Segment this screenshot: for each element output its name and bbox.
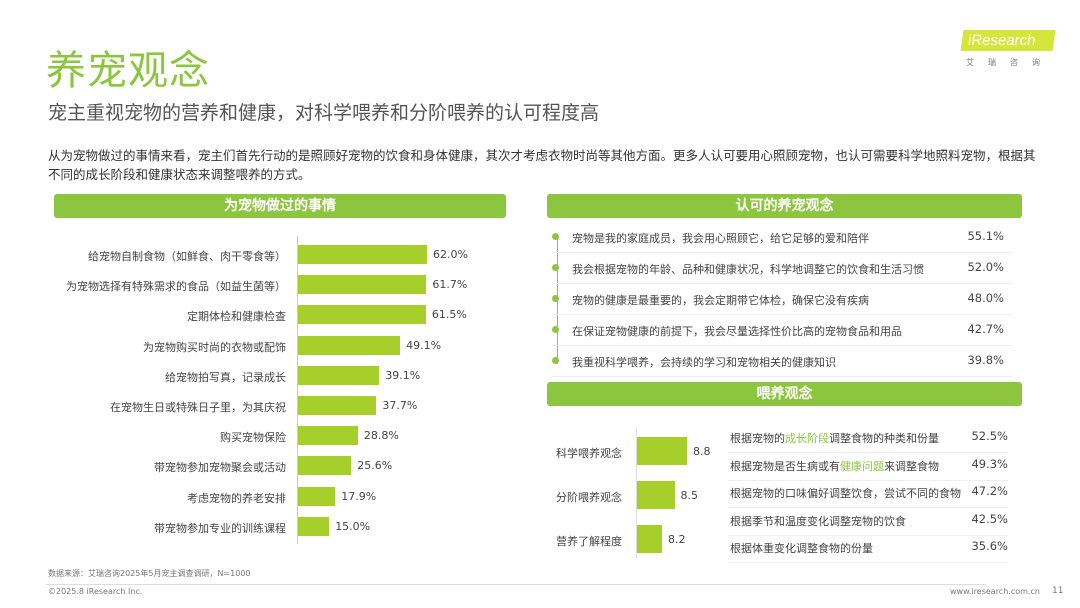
copyright: ©2025.8 iResearch Inc. bbox=[48, 587, 143, 596]
concept-text: 宠物是我的家庭成员，我会用心照顾它，给它足够的爱和陪伴 bbox=[572, 232, 869, 245]
bar bbox=[298, 396, 377, 415]
concept-text: 我重视科学喂养，会持续的学习和宠物相关的健康知识 bbox=[572, 356, 836, 369]
footer-url[interactable]: www.iresearch.com.cn bbox=[950, 587, 1040, 596]
bar-value: 61.5% bbox=[431, 308, 467, 322]
feeding-value: 52.5% bbox=[971, 429, 1008, 443]
feeding-text: 根据宠物的口味偏好调整饮食，尝试不同的食物 bbox=[730, 485, 961, 501]
feeding-row: 根据季节和温度变化调整宠物的饮食 42.5% bbox=[728, 509, 1008, 536]
concept-row: 宠物是我的家庭成员，我会用心照顾它，给它足够的爱和陪伴 55.1% bbox=[552, 221, 1012, 253]
bar-label: 为宠物购买时尚的衣物或配饰 bbox=[143, 340, 286, 354]
text-part: 调整食物的种类和份量 bbox=[829, 432, 939, 445]
bar bbox=[298, 456, 352, 476]
text-part: 根据宠物是否生病或有 bbox=[730, 459, 840, 473]
logo-cn: 艾瑞咨询 bbox=[966, 58, 1054, 67]
feeding-row: 根据宠物是否生病或有健康问题来调整食物 49.3% bbox=[728, 454, 1008, 481]
concept-text: 在保证宠物健康的前提下，我会尽量选择性价比高的宠物食品和用品 bbox=[572, 325, 902, 338]
concept-value: 39.8% bbox=[967, 353, 1004, 367]
text-part: 根据宠物的口味偏好调整饮食，尝试不同的食物 bbox=[730, 487, 961, 500]
bar-value: 61.7% bbox=[432, 278, 468, 292]
bar-label: 给宠物拍写真，记录成长 bbox=[165, 370, 286, 384]
bar-value: 37.7% bbox=[382, 399, 418, 412]
intro-text: 从为宠物做过的事情来看，宠主们首先行动的是照顾好宠物的饮食和身体健康，其次才考虑… bbox=[48, 148, 1036, 182]
bar-label: 考虑宠物的养老安排 bbox=[187, 491, 286, 505]
text-part: 根据体重变化调整食物的份量 bbox=[730, 542, 873, 555]
chart3-header: 喂养观念 bbox=[547, 382, 1022, 406]
feeding-value: 42.5% bbox=[971, 511, 1008, 526]
bar bbox=[637, 481, 675, 509]
bullet-dot bbox=[552, 326, 559, 333]
bullet-dot bbox=[552, 233, 559, 240]
feeding-row: 根据体重变化调整食物的份量 35.6% bbox=[728, 536, 1008, 563]
bar bbox=[298, 275, 427, 295]
highlight-text: 健康问题 bbox=[840, 459, 884, 473]
footer-divider bbox=[46, 584, 986, 585]
concept-value: 42.7% bbox=[967, 322, 1004, 336]
bar-value: 8.5 bbox=[680, 489, 699, 502]
bar bbox=[298, 426, 358, 446]
bar bbox=[298, 335, 401, 355]
logo-text: iResearch bbox=[960, 30, 1056, 51]
feeding-value: 35.6% bbox=[971, 539, 1008, 553]
feeding-text: 根据宠物的成长阶段调整食物的种类和份量 bbox=[730, 430, 939, 446]
concept-row: 在保证宠物健康的前提下，我会尽量选择性价比高的宠物食品和用品 42.7% bbox=[552, 314, 1012, 346]
bar-label: 为宠物选择有特殊需求的食品（如益生菌等） bbox=[66, 280, 286, 294]
bar-value: 49.1% bbox=[406, 338, 442, 352]
chart1-header: 为宠物做过的事情 bbox=[54, 194, 506, 218]
feeding-value: 49.3% bbox=[971, 456, 1008, 471]
concept-row: 我会根据宠物的年龄、品种和健康状况，科学地调整它的饮食和生活习惯 52.0% bbox=[552, 252, 1012, 284]
bar-value: 28.8% bbox=[363, 429, 399, 443]
bar-value: 62.0% bbox=[432, 248, 468, 261]
bar-label: 分阶喂养观念 bbox=[556, 491, 622, 504]
concept-row: 宠物的健康是最重要的，我会定期带它体检，确保它没有疾病 48.0% bbox=[552, 283, 1012, 315]
text-part: 来调整食物 bbox=[884, 459, 939, 473]
bar bbox=[298, 486, 336, 506]
feeding-row: 根据宠物的口味偏好调整饮食，尝试不同的食物 47.2% bbox=[728, 481, 1008, 508]
text-part: 根据季节和温度变化调整宠物的饮食 bbox=[730, 514, 906, 528]
bar bbox=[298, 305, 426, 325]
bullet-dot bbox=[552, 295, 559, 302]
bar-label: 定期体检和健康检查 bbox=[187, 310, 286, 324]
concept-text: 我会根据宠物的年龄、品种和健康状况，科学地调整它的饮食和生活习惯 bbox=[572, 263, 924, 276]
chart3-axis bbox=[636, 428, 637, 558]
bar-label: 带宠物参加宠物聚会或活动 bbox=[154, 461, 286, 475]
chart1-axis bbox=[297, 236, 298, 544]
bar-label: 给宠物自制食物（如鲜食、肉干零食等） bbox=[88, 250, 286, 263]
highlight-text: 成长阶段 bbox=[785, 432, 829, 445]
concept-value: 55.1% bbox=[967, 229, 1004, 243]
bar-label: 带宠物参加专业的训练课程 bbox=[154, 521, 286, 535]
text-part: 根据宠物的 bbox=[730, 432, 785, 445]
iresearch-logo: iResearch 艾瑞咨询 bbox=[960, 30, 1056, 68]
bar-label: 科学喂养观念 bbox=[556, 447, 622, 460]
feeding-text: 根据宠物是否生病或有健康问题来调整食物 bbox=[730, 458, 939, 474]
feeding-row: 根据宠物的成长阶段调整食物的种类和份量 52.5% bbox=[728, 426, 1008, 453]
concept-value: 52.0% bbox=[967, 260, 1004, 274]
bar-label: 营养了解程度 bbox=[556, 535, 622, 548]
bar bbox=[637, 437, 688, 465]
bar-value: 8.2 bbox=[668, 533, 686, 546]
bar-value: 8.8 bbox=[693, 445, 711, 458]
bar-value: 25.6% bbox=[357, 459, 393, 473]
chart2-header: 认可的养宠观念 bbox=[547, 194, 1022, 218]
concept-text: 宠物的健康是最重要的，我会定期带它体检，确保它没有疾病 bbox=[572, 294, 869, 307]
page-title: 养宠观念 bbox=[46, 48, 210, 94]
feeding-text: 根据季节和温度变化调整宠物的饮食 bbox=[730, 513, 906, 529]
bar-value: 15.0% bbox=[335, 519, 371, 533]
bar bbox=[298, 365, 380, 385]
bar bbox=[637, 525, 663, 553]
bar-value: 39.1% bbox=[385, 368, 421, 382]
bullet-dot bbox=[552, 357, 559, 364]
page-subtitle: 宠主重视宠物的营养和健康，对科学喂养和分阶喂养的认可程度高 bbox=[48, 102, 600, 124]
bullet-dot bbox=[552, 264, 559, 271]
bar bbox=[298, 516, 330, 536]
page-number: 11 bbox=[1052, 586, 1064, 596]
concept-value: 48.0% bbox=[967, 291, 1004, 305]
bar-value: 17.9% bbox=[341, 489, 377, 503]
feeding-value: 47.2% bbox=[971, 484, 1008, 498]
bar bbox=[298, 245, 427, 264]
bar-label: 购买宠物保险 bbox=[220, 431, 286, 445]
concept-row: 我重视科学喂养，会持续的学习和宠物相关的健康知识 39.8% bbox=[552, 345, 1012, 377]
bar-label: 在宠物生日或特殊日子里，为其庆祝 bbox=[110, 401, 286, 414]
feeding-text: 根据体重变化调整食物的份量 bbox=[730, 540, 873, 556]
source-note: 数据来源：艾瑞咨询2025年5月宠主调查调研，N=1000 bbox=[48, 569, 251, 578]
